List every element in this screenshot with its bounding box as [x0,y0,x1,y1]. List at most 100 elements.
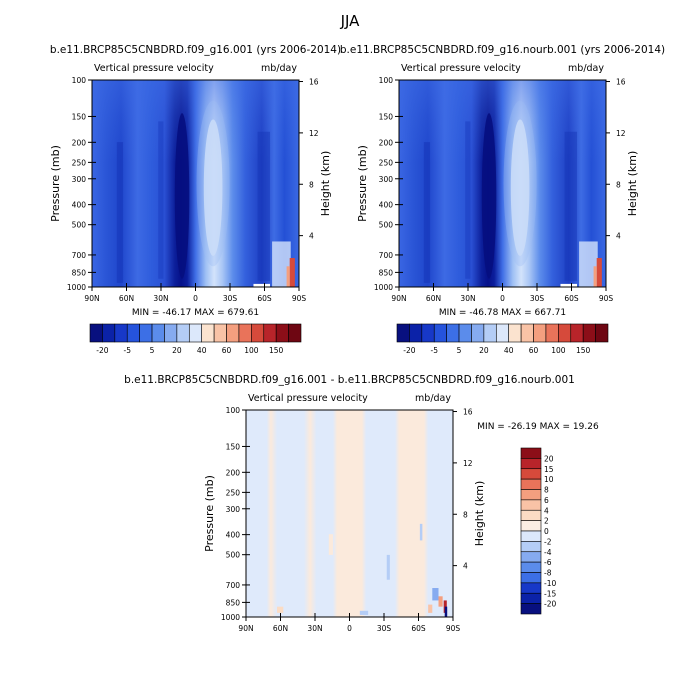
colorbar-label: 40 [197,346,207,355]
colorbar-swatch [288,323,302,343]
colorbar-label: 10 [544,475,554,484]
height-axis-label: Height (km) [473,481,486,547]
x-tick-label: 30S [530,294,545,303]
y-axis-label: Pressure (mb) [49,145,62,222]
x-tick-label: 60N [119,294,134,303]
y-tick-label: 700 [226,581,241,590]
colorbar-swatch [483,323,497,343]
colorbar: -20 -5 5 20 40 60 100 150 [89,323,302,355]
colorbar-swatch [520,530,542,542]
min-max-stats: MIN = -26.19 MAX = 19.26 [477,422,599,432]
panel-title: b.e11.BRCP85C5CNBDRD.f09_g16.001 - b.e11… [124,374,575,386]
colorbar-swatch [458,323,472,343]
colorbar-swatch [545,323,559,343]
field-subsidence-core [510,119,530,256]
x-tick-label: 0 [500,294,505,303]
colorbar-swatch [520,582,542,594]
height-tick-label: 12 [463,459,473,468]
y-tick-label: 700 [379,251,394,260]
height-tick-label: 4 [463,562,468,571]
colorbar-swatch [520,489,542,501]
colorbar-label: -4 [544,548,552,557]
colorbar-swatch [176,323,190,343]
colorbar-swatch [520,603,542,615]
field-band-s1 [257,131,271,281]
heatmap-field [92,80,299,287]
x-tick-label: 0 [193,294,198,303]
colorbar-label: -20 [96,346,108,355]
y-tick-label: 150 [379,112,394,121]
x-tick-label: 30N [460,294,475,303]
field-subsidence-halo [503,100,537,267]
field-spot-5 [359,610,369,615]
colorbar-swatch [201,323,215,343]
colorbar-label: -5 [123,346,131,355]
field-subsidence-core [203,119,223,256]
y-tick-label: 200 [226,468,241,477]
y-axis-label: Pressure (mb) [203,475,216,552]
colorbar-swatch [520,447,542,459]
min-max-stats: MIN = -46.17 MAX = 679.61 [132,308,259,318]
height-axis-label: Height (km) [626,151,639,217]
colorbar-label: 100 [244,346,259,355]
field-antarctic-light [272,241,291,287]
field-band-n2 [465,121,471,279]
height-tick-label: 4 [309,232,314,241]
panel-a: b.e11.BRCP85C5CNBDRD.f09_g16.001 (yrs 20… [49,44,341,355]
field-spot-0 [432,588,439,601]
field-spot-1 [438,596,443,607]
colorbar-swatch [508,323,522,343]
colorbar-swatch [102,323,116,343]
field-orography [560,283,578,287]
y-tick-label: 1000 [374,283,393,292]
field-antarctic-red [289,258,295,287]
units-label: mb/day [261,63,297,74]
height-tick-label: 8 [463,510,468,519]
colorbar-swatch [520,323,534,343]
colorbar-label: -20 [403,346,415,355]
height-axis-label: Height (km) [319,151,332,217]
field-spot-8 [386,554,390,580]
y-tick-label: 850 [226,598,241,607]
colorbar-swatch [139,323,153,343]
units-label: mb/day [568,63,604,74]
x-tick-label: 30N [307,624,322,633]
variable-label: Vertical pressure velocity [401,63,521,74]
x-tick-label: 90N [84,294,99,303]
colorbar-swatch [558,323,572,343]
x-tick-label: 60N [273,624,288,633]
y-tick-label: 300 [226,505,241,514]
y-tick-label: 300 [72,175,87,184]
colorbar-swatch [520,541,542,553]
y-tick-label: 250 [226,488,241,497]
variable-label: Vertical pressure velocity [94,63,214,74]
field-spot-6 [277,606,284,613]
colorbar-label: 60 [222,346,232,355]
y-tick-label: 1000 [221,613,240,622]
field-antarctic-red [596,258,602,287]
colorbar-label: -8 [544,569,552,578]
height-tick-label: 12 [616,129,626,138]
colorbar-label: 150 [269,346,284,355]
field-antarctic-orange [286,266,290,287]
colorbar-label: -20 [544,600,556,609]
y-tick-label: 250 [72,158,87,167]
field-orography [253,283,271,287]
y-tick-label: 400 [226,531,241,540]
x-tick-label: 30S [223,294,238,303]
height-tick-label: 8 [309,180,314,189]
field-antarctic-light [579,241,598,287]
colorbar-label: 100 [551,346,566,355]
colorbar-swatch [126,323,140,343]
x-tick-label: 60S [257,294,272,303]
y-tick-label: 400 [379,201,394,210]
y-tick-label: 150 [72,112,87,121]
colorbar-swatch [396,323,410,343]
field-spot-9 [419,523,423,541]
y-tick-label: 100 [72,76,87,85]
colorbar-swatch [421,323,435,343]
y-tick-label: 500 [379,221,394,230]
